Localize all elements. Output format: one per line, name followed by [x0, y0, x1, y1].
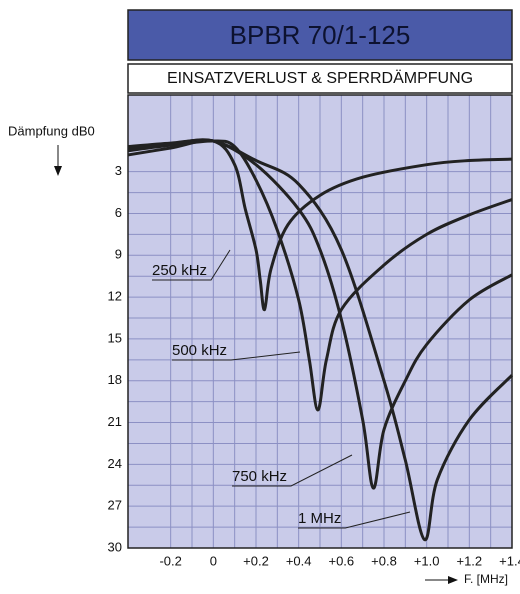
- series-label: 1 MHz: [298, 510, 341, 527]
- x-arrow-head: [448, 576, 458, 584]
- leader-line: [152, 249, 231, 281]
- x-tick-label: +0.6: [328, 553, 354, 568]
- plot-frame: [127, 94, 513, 549]
- y-axis-label: Dämpfung dB0: [8, 123, 95, 138]
- x-axis-label: F. [MHz]: [464, 572, 508, 586]
- x-tick-label: +1.2: [456, 553, 482, 568]
- y-tick-label: 3: [115, 163, 122, 178]
- series-label: 750 kHz: [232, 468, 287, 485]
- leader-line: [232, 454, 353, 487]
- x-tick-label: +0.8: [371, 553, 397, 568]
- y-tick-label: 6: [115, 205, 122, 220]
- y-tick-label: 30: [108, 539, 122, 554]
- y-tick-label: 24: [108, 456, 122, 471]
- y-tick-label: 27: [108, 498, 122, 513]
- x-tick-label: +0.4: [286, 553, 312, 568]
- series-line: [127, 139, 513, 412]
- y-tick-label: 12: [108, 289, 122, 304]
- series-label: 250 kHz: [152, 262, 207, 279]
- chart-subtitle: EINSATZVERLUST & SPERRDÄMPFUNG: [167, 69, 473, 87]
- y-tick-label: 21: [108, 414, 122, 429]
- series-label: 500 kHz: [172, 342, 227, 359]
- y-tick-label: 18: [108, 372, 122, 387]
- x-tick-label: +1.0: [414, 553, 440, 568]
- leader-line: [172, 351, 301, 361]
- title-box: [127, 9, 513, 61]
- y-arrow-head: [54, 166, 62, 176]
- y-tick-label: 15: [108, 330, 122, 345]
- subtitle-box: [127, 63, 513, 94]
- x-tick-label: -0.2: [159, 553, 181, 568]
- series-line: [127, 138, 514, 542]
- chart-title: BPBR 70/1-125: [230, 20, 411, 50]
- x-tick-label: 0: [210, 553, 217, 568]
- x-tick-label: +0.2: [243, 553, 269, 568]
- series-line: [127, 138, 513, 312]
- x-tick-label: +1.4: [499, 553, 520, 568]
- leader-line: [298, 511, 411, 529]
- y-tick-label: 9: [115, 247, 122, 262]
